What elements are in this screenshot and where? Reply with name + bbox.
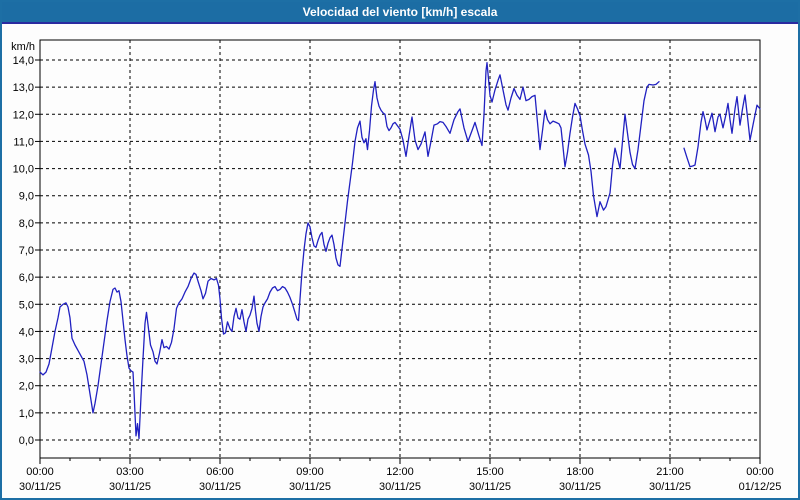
wind-speed-line	[683, 94, 761, 168]
x-tick-date-label: 30/11/25	[19, 481, 61, 493]
y-tick-label: 3,0	[19, 354, 34, 366]
y-tick-label: 5,0	[19, 299, 34, 311]
x-tick-date-label: 30/11/25	[469, 481, 511, 493]
y-tick-label: 11,0	[13, 136, 34, 148]
plot-border	[39, 39, 761, 459]
x-tick-date-label: 01/12/25	[739, 481, 782, 493]
y-tick-label: 14,0	[13, 55, 34, 67]
chart-title-bar: Velocidad del viento [km/h] escala	[2, 2, 798, 24]
y-axis-unit-label: km/h	[11, 41, 35, 53]
y-tick-label: 13,0	[13, 82, 34, 94]
y-tick-label: 0,0	[19, 435, 34, 447]
y-tick-label: 9,0	[19, 191, 34, 203]
axis-layer: 0,0 1,0 2,0 3,0 4,0 5,0 6,0 7,0 8,0 9,0 10,0 11,0 12…	[13, 39, 782, 493]
x-tick-date-label: 30/11/25	[199, 481, 241, 493]
x-tick-time-label: 00:00	[746, 466, 774, 478]
x-tick-date-label: 30/11/25	[289, 481, 331, 493]
x-tick-time-label: 09:00	[296, 466, 324, 478]
x-tick-time-label: 06:00	[206, 466, 234, 478]
y-tick-label: 7,0	[19, 245, 34, 257]
x-tick-date-label: 30/11/25	[649, 481, 691, 493]
y-tick-label: 2,0	[19, 381, 34, 393]
y-tick-label: 10,0	[13, 164, 34, 176]
grid-layer	[40, 40, 760, 458]
y-tick-label: 12,0	[13, 109, 34, 121]
x-tick-time-label: 21:00	[656, 466, 684, 478]
page-title: Velocidad del viento [km/h] escala	[302, 5, 498, 19]
x-tick-time-label: 12:00	[386, 466, 414, 478]
x-tick-date-label: 30/11/25	[559, 481, 601, 493]
x-tick-date-label: 30/11/25	[109, 481, 151, 493]
x-tick-time-label: 03:00	[116, 466, 144, 478]
x-tick-date-label: 30/11/25	[379, 481, 421, 493]
x-tick-time-label: 15:00	[476, 466, 504, 478]
y-tick-label: 1,0	[19, 408, 34, 420]
wind-chart-svg: 0,0 1,0 2,0 3,0 4,0 5,0 6,0 7,0 8,0 9,0 10,0 11,0 12…	[11, 39, 782, 493]
x-tick-time-label: 00:00	[26, 466, 54, 478]
y-tick-label: 6,0	[19, 272, 34, 284]
series-layer	[39, 62, 761, 440]
y-tick-label: 4,0	[19, 326, 34, 338]
y-tick-label: 8,0	[19, 218, 34, 230]
wind-speed-line	[39, 62, 660, 440]
x-tick-time-label: 18:00	[566, 466, 594, 478]
